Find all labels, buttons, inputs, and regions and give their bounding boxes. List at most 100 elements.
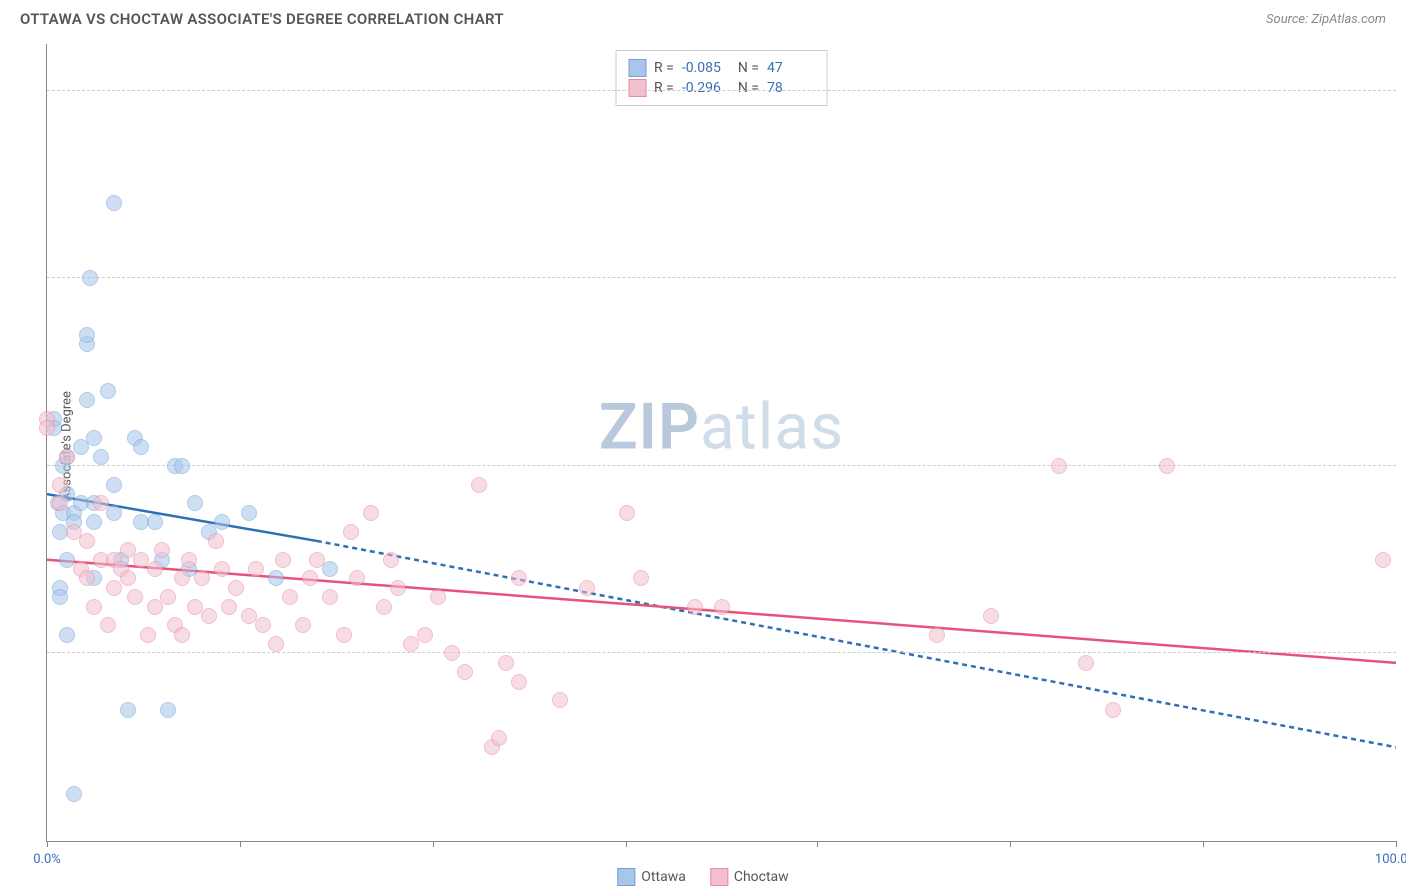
data-point	[194, 570, 210, 586]
x-tick	[1010, 841, 1011, 847]
legend-swatch	[617, 868, 635, 886]
gridline	[47, 652, 1396, 653]
data-point	[201, 608, 217, 624]
data-point	[187, 495, 203, 511]
legend-item: Choctaw	[710, 868, 789, 886]
x-tick	[433, 841, 434, 847]
data-point	[160, 589, 176, 605]
stats-legend: R =-0.085N =47R =-0.296N =78	[615, 50, 828, 106]
data-point	[52, 589, 68, 605]
data-point	[174, 458, 190, 474]
data-point	[221, 599, 237, 615]
data-point	[93, 449, 109, 465]
stat-r-label: R =	[654, 60, 674, 76]
stat-n-value: 47	[767, 60, 815, 76]
data-point	[214, 561, 230, 577]
data-point	[268, 636, 284, 652]
data-point	[619, 505, 635, 521]
data-point	[127, 589, 143, 605]
data-point	[181, 552, 197, 568]
legend-swatch	[628, 59, 646, 77]
data-point	[147, 561, 163, 577]
stat-n-label: N =	[738, 80, 759, 96]
stat-r-label: R =	[654, 80, 674, 96]
data-point	[983, 608, 999, 624]
x-tick	[47, 841, 48, 847]
data-point	[79, 533, 95, 549]
data-point	[255, 617, 271, 633]
stat-r-value: -0.296	[682, 80, 730, 96]
data-point	[714, 599, 730, 615]
data-point	[633, 570, 649, 586]
data-point	[275, 552, 291, 568]
data-point	[228, 580, 244, 596]
x-tick	[1396, 841, 1397, 847]
data-point	[208, 533, 224, 549]
data-point	[687, 599, 703, 615]
data-point	[241, 505, 257, 521]
data-point	[268, 570, 284, 586]
data-point	[363, 505, 379, 521]
data-point	[309, 552, 325, 568]
y-tick-label: 80.0%	[1401, 68, 1406, 83]
legend-label: Choctaw	[734, 869, 789, 885]
data-point	[491, 730, 507, 746]
data-point	[322, 561, 338, 577]
data-point	[174, 570, 190, 586]
data-point	[349, 570, 365, 586]
trend-lines	[47, 44, 1396, 841]
data-point	[282, 589, 298, 605]
data-point	[59, 449, 75, 465]
data-point	[39, 420, 55, 436]
data-point	[1159, 458, 1175, 474]
data-point	[383, 552, 399, 568]
data-point	[100, 383, 116, 399]
data-point	[86, 599, 102, 615]
data-point	[302, 570, 318, 586]
legend-swatch	[710, 868, 728, 886]
data-point	[52, 477, 68, 493]
data-point	[498, 655, 514, 671]
data-point	[471, 477, 487, 493]
series-legend: Ottawa Choctaw	[617, 868, 788, 886]
scatter-chart: ZIPatlas R =-0.085N =47R =-0.296N =78 20…	[46, 44, 1396, 842]
data-point	[93, 495, 109, 511]
data-point	[160, 702, 176, 718]
data-point	[79, 570, 95, 586]
data-point	[1051, 458, 1067, 474]
legend-swatch	[628, 79, 646, 97]
x-tick	[240, 841, 241, 847]
data-point	[457, 664, 473, 680]
data-point	[579, 580, 595, 596]
data-point	[86, 430, 102, 446]
data-point	[106, 195, 122, 211]
chart-title: OTTAWA VS CHOCTAW ASSOCIATE'S DEGREE COR…	[20, 10, 504, 28]
data-point	[86, 514, 102, 530]
x-tick	[817, 841, 818, 847]
data-point	[511, 570, 527, 586]
gridline	[47, 465, 1396, 466]
gridline	[47, 90, 1396, 91]
data-point	[929, 627, 945, 643]
stat-n-label: N =	[738, 60, 759, 76]
data-point	[1375, 552, 1391, 568]
data-point	[79, 327, 95, 343]
data-point	[322, 589, 338, 605]
data-point	[214, 514, 230, 530]
data-point	[100, 617, 116, 633]
gridline	[47, 277, 1396, 278]
data-point	[79, 392, 95, 408]
data-point	[390, 580, 406, 596]
data-point	[174, 627, 190, 643]
data-point	[66, 786, 82, 802]
y-tick-label: 20.0%	[1401, 631, 1406, 646]
data-point	[552, 692, 568, 708]
data-point	[1078, 655, 1094, 671]
data-point	[59, 627, 75, 643]
data-point	[1105, 702, 1121, 718]
watermark: ZIPatlas	[599, 389, 844, 464]
data-point	[430, 589, 446, 605]
legend-item: Ottawa	[617, 868, 686, 886]
data-point	[511, 674, 527, 690]
data-point	[444, 645, 460, 661]
